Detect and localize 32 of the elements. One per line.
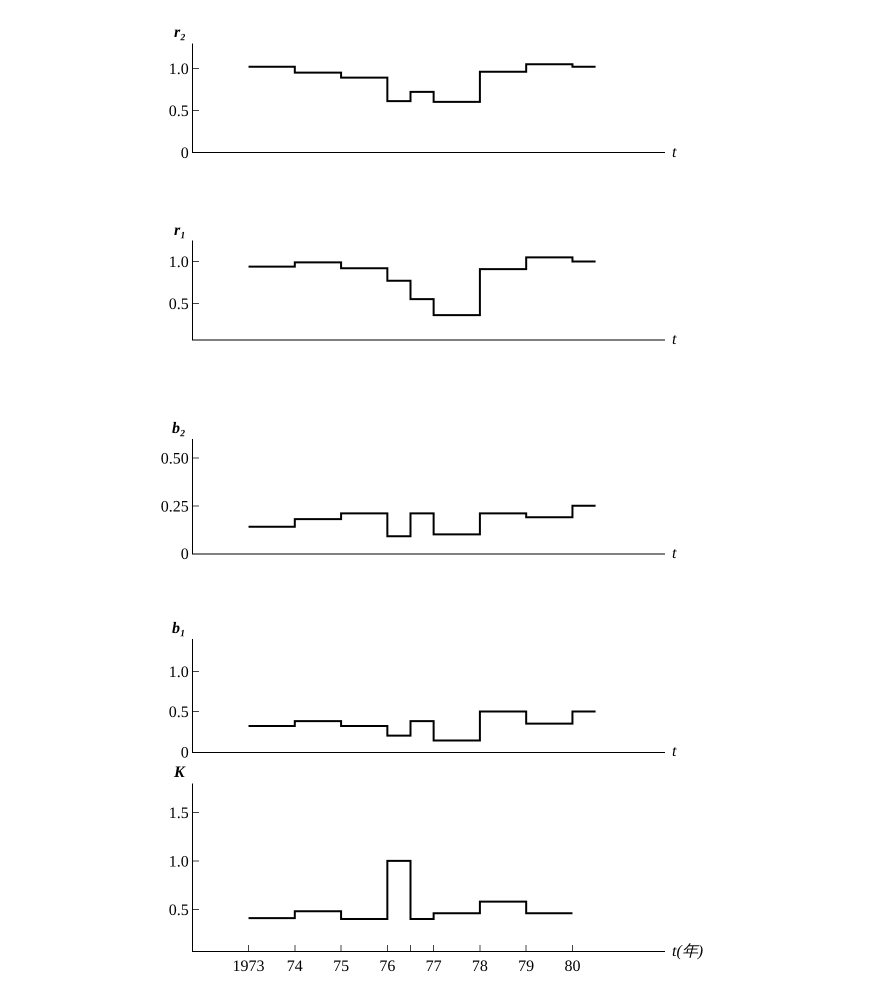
x-tick-label: 74 xyxy=(286,958,303,976)
x-axis-title: t xyxy=(672,331,677,348)
y-tick-label: 0.25 xyxy=(160,498,189,516)
x-axis-title: t xyxy=(672,545,677,562)
y-tick-label: 0 xyxy=(180,546,189,564)
x-tick-label: 80 xyxy=(564,958,580,976)
x-tick-label: 75 xyxy=(333,958,350,976)
y-tick-label: 0.5 xyxy=(168,704,189,722)
y-axis-title: r₂ xyxy=(174,24,186,41)
x-axis-title: t xyxy=(672,743,677,760)
x-tick-label: 77 xyxy=(426,958,442,976)
x-tick-label: 1973 xyxy=(232,958,265,976)
y-axis-title: r₁ xyxy=(174,222,186,239)
x-axis-title: t(年) xyxy=(672,943,704,960)
y-tick-label: 0.5 xyxy=(168,102,189,120)
x-tick-label: 78 xyxy=(472,958,488,976)
y-tick-label: 0.5 xyxy=(168,902,189,919)
y-tick-label: 1.0 xyxy=(168,254,189,272)
y-axis-title: b₁ xyxy=(172,620,186,637)
y-axis-title: K xyxy=(173,764,186,781)
y-tick-label: 0 xyxy=(180,744,189,762)
x-tick-label: 79 xyxy=(518,958,534,976)
y-tick-label: 0 xyxy=(180,144,189,162)
x-axis-title: t xyxy=(672,144,677,161)
x-tick-label: 76 xyxy=(379,958,396,976)
y-tick-label: 1.0 xyxy=(168,664,189,681)
y-tick-label: 1.0 xyxy=(168,854,189,871)
y-axis-title: b₂ xyxy=(172,420,186,437)
y-tick-label: 0.5 xyxy=(168,296,189,313)
y-tick-label: 1.5 xyxy=(168,805,189,822)
y-tick-label: 1.0 xyxy=(168,61,189,78)
y-tick-label: 0.50 xyxy=(160,450,189,468)
